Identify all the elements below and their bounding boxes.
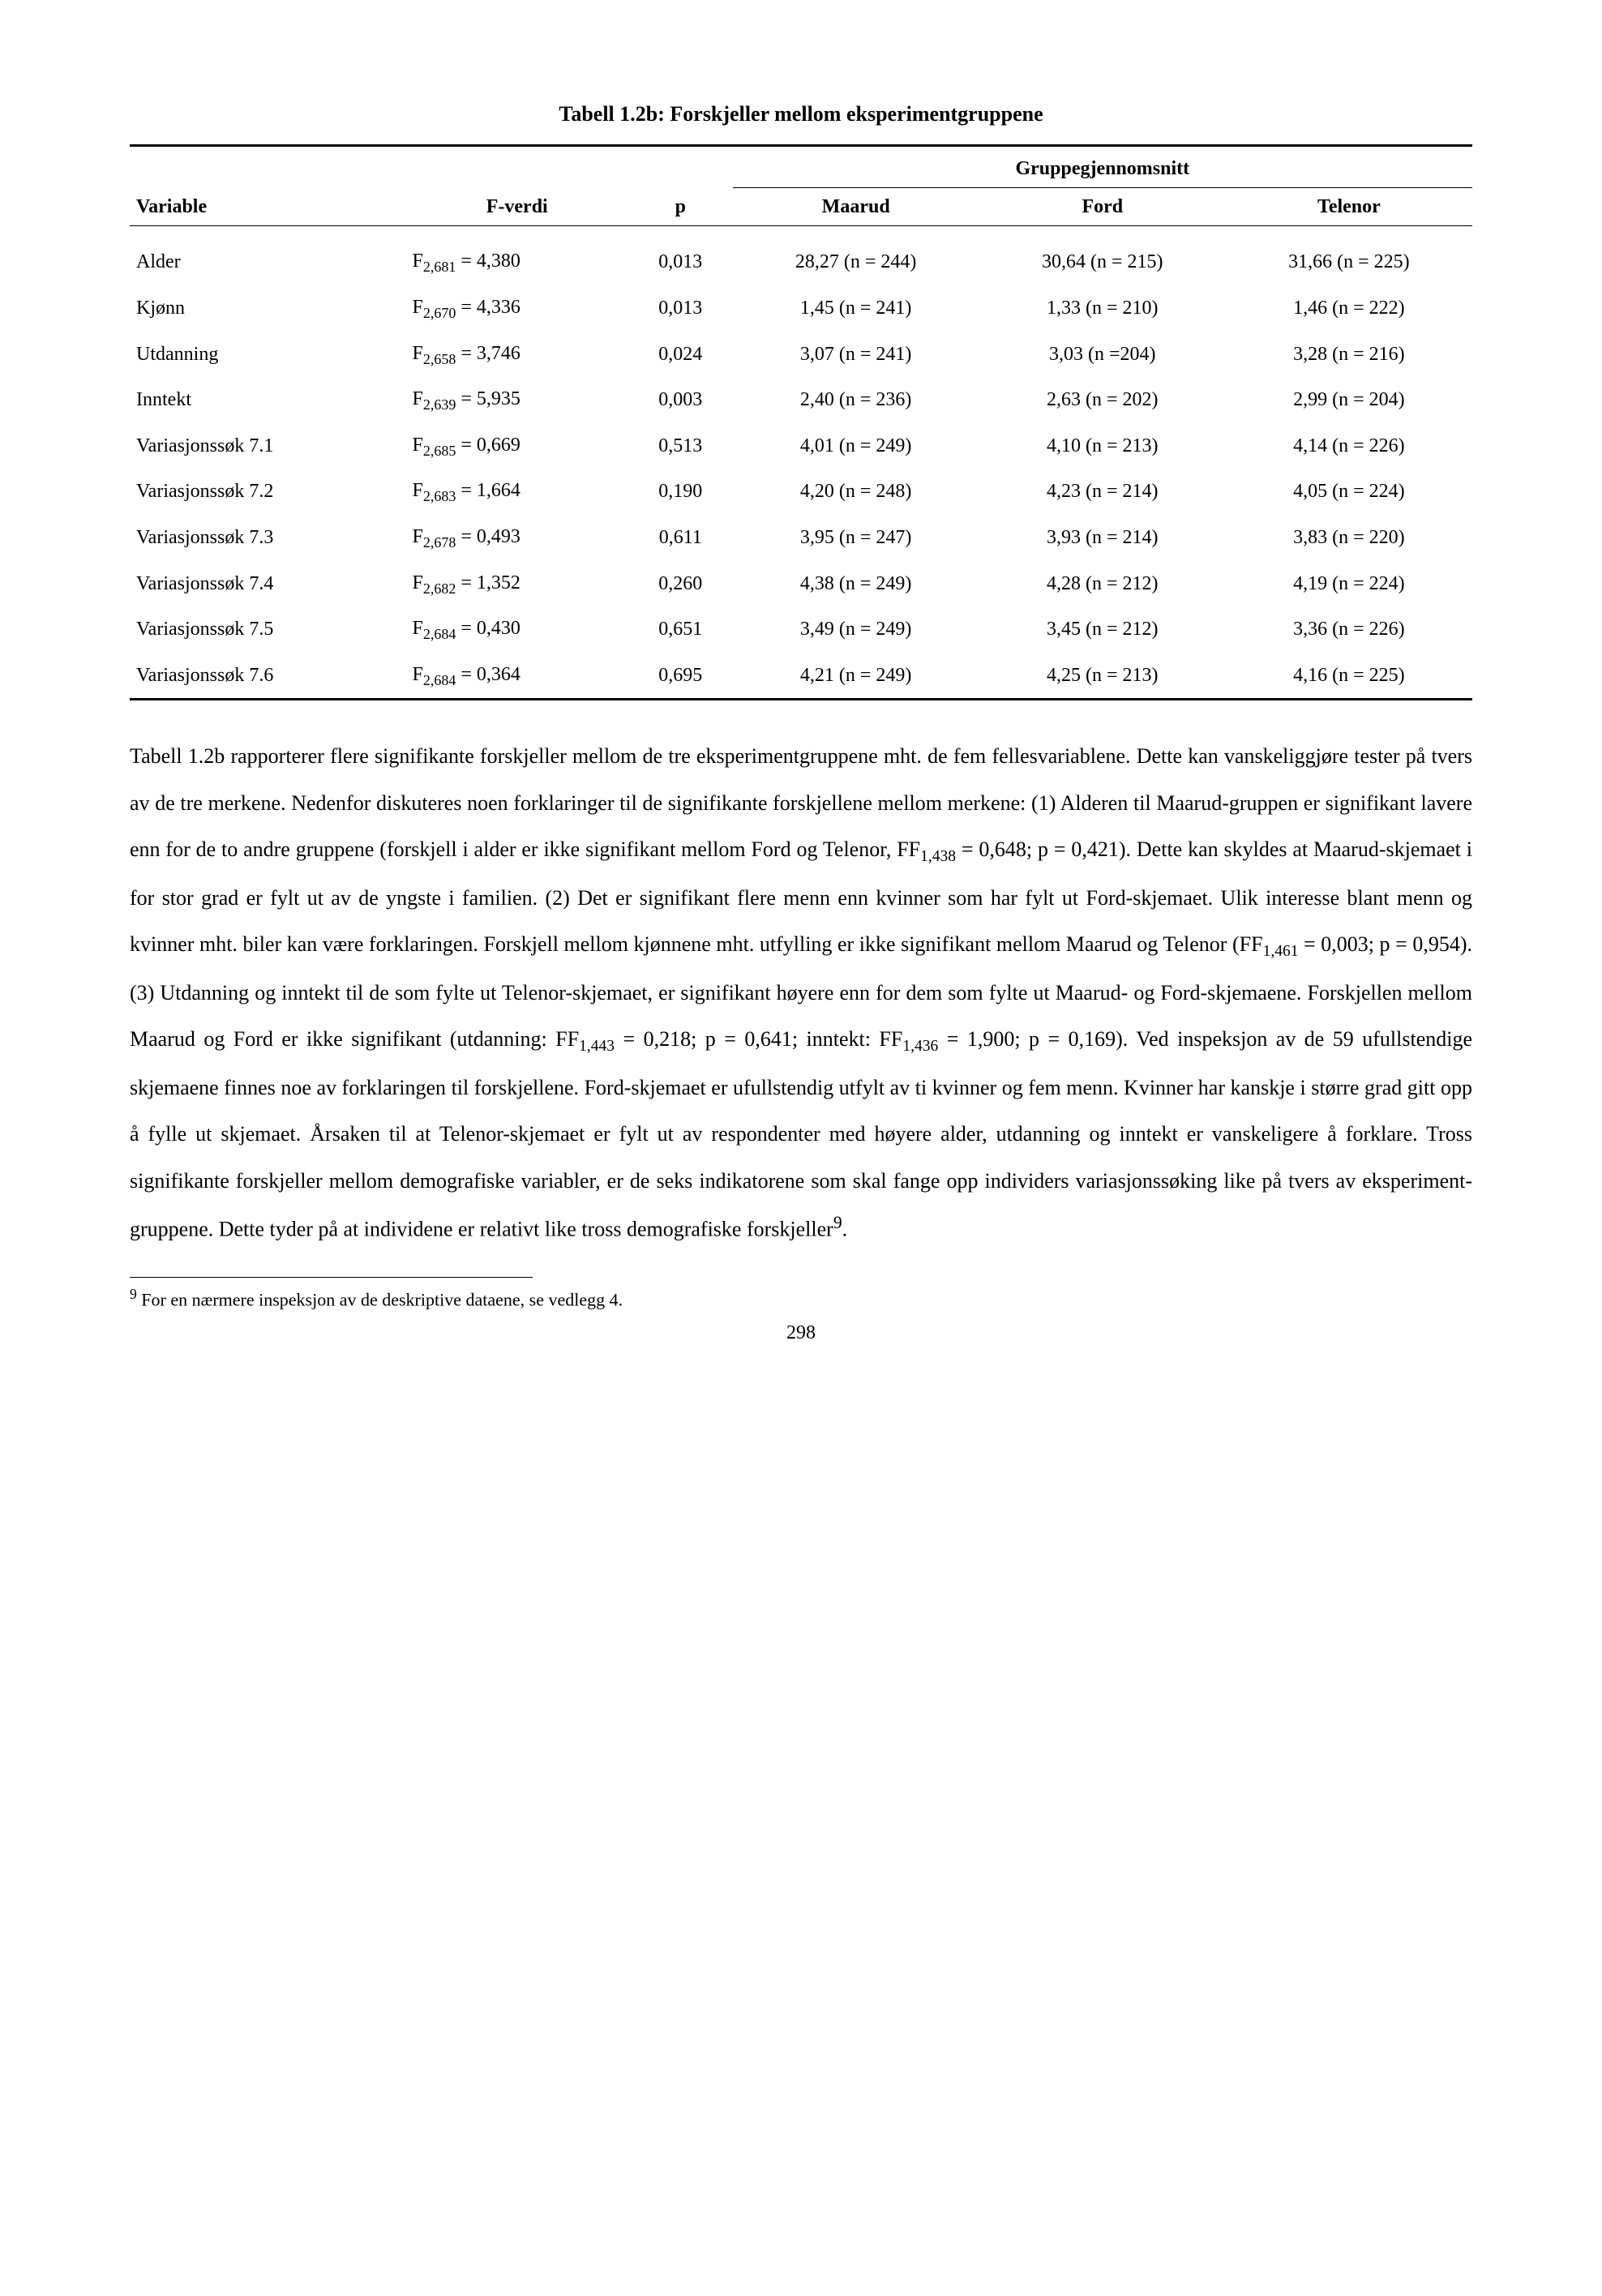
table-row: Variasjonssøk 7.2F2,683 = 1,6640,1904,20… xyxy=(130,469,1472,515)
footnote: 9 For en nærmere inspeksjon av de deskri… xyxy=(130,1284,1472,1313)
table-row: UtdanningF2,658 = 3,7460,0243,07 (n = 24… xyxy=(130,332,1472,378)
cell-p: 0,190 xyxy=(628,469,733,515)
cell-variable: Variasjonssøk 7.1 xyxy=(130,423,406,469)
cell-telenor: 4,19 (n = 224) xyxy=(1226,561,1472,607)
table-row: Variasjonssøk 7.5F2,684 = 0,4300,6513,49… xyxy=(130,606,1472,653)
col-telenor: Telenor xyxy=(1226,187,1472,225)
cell-telenor: 3,83 (n = 220) xyxy=(1226,515,1472,561)
cell-variable: Variasjonssøk 7.3 xyxy=(130,515,406,561)
cell-p: 0,024 xyxy=(628,332,733,378)
cell-telenor: 31,66 (n = 225) xyxy=(1226,239,1472,285)
cell-p: 0,513 xyxy=(628,423,733,469)
col-maarud: Maarud xyxy=(733,187,979,225)
body-paragraph: Tabell 1.2b rapporterer flere signifikan… xyxy=(130,733,1472,1252)
table-row: Variasjonssøk 7.3F2,678 = 0,4930,6113,95… xyxy=(130,515,1472,561)
cell-variable: Inntekt xyxy=(130,377,406,423)
cell-maarud: 4,01 (n = 249) xyxy=(733,423,979,469)
cell-ford: 1,33 (n = 210) xyxy=(979,285,1226,332)
cell-maarud: 4,20 (n = 248) xyxy=(733,469,979,515)
table-row: Variasjonssøk 7.4F2,682 = 1,3520,2604,38… xyxy=(130,561,1472,607)
cell-maarud: 3,49 (n = 249) xyxy=(733,606,979,653)
cell-maarud: 2,40 (n = 236) xyxy=(733,377,979,423)
cell-p: 0,695 xyxy=(628,653,733,700)
group-header: Gruppegjennomsnitt xyxy=(733,145,1472,187)
cell-maarud: 3,95 (n = 247) xyxy=(733,515,979,561)
cell-ford: 4,10 (n = 213) xyxy=(979,423,1226,469)
cell-fvalue: F2,685 = 0,669 xyxy=(406,423,629,469)
cell-variable: Utdanning xyxy=(130,332,406,378)
cell-variable: Alder xyxy=(130,239,406,285)
cell-variable: Variasjonssøk 7.5 xyxy=(130,606,406,653)
cell-fvalue: F2,639 = 5,935 xyxy=(406,377,629,423)
cell-telenor: 4,05 (n = 224) xyxy=(1226,469,1472,515)
cell-maarud: 1,45 (n = 241) xyxy=(733,285,979,332)
cell-ford: 4,25 (n = 213) xyxy=(979,653,1226,700)
cell-maarud: 3,07 (n = 241) xyxy=(733,332,979,378)
cell-p: 0,003 xyxy=(628,377,733,423)
col-variable: Variable xyxy=(130,187,406,225)
cell-p: 0,611 xyxy=(628,515,733,561)
cell-fvalue: F2,682 = 1,352 xyxy=(406,561,629,607)
col-fvalue: F-verdi xyxy=(406,187,629,225)
cell-maarud: 4,38 (n = 249) xyxy=(733,561,979,607)
footnote-marker: 9 xyxy=(130,1286,137,1302)
cell-fvalue: F2,683 = 1,664 xyxy=(406,469,629,515)
cell-ford: 4,23 (n = 214) xyxy=(979,469,1226,515)
cell-p: 0,013 xyxy=(628,239,733,285)
footnote-ref: 9 xyxy=(833,1213,842,1232)
cell-telenor: 1,46 (n = 222) xyxy=(1226,285,1472,332)
table-row: AlderF2,681 = 4,3800,01328,27 (n = 244)3… xyxy=(130,239,1472,285)
col-ford: Ford xyxy=(979,187,1226,225)
cell-fvalue: F2,684 = 0,364 xyxy=(406,653,629,700)
cell-variable: Variasjonssøk 7.2 xyxy=(130,469,406,515)
cell-telenor: 2,99 (n = 204) xyxy=(1226,377,1472,423)
cell-telenor: 3,28 (n = 216) xyxy=(1226,332,1472,378)
cell-variable: Kjønn xyxy=(130,285,406,332)
table-row: InntektF2,639 = 5,9350,0032,40 (n = 236)… xyxy=(130,377,1472,423)
footnote-text: For en nærmere inspeksjon av de deskript… xyxy=(137,1289,623,1309)
cell-ford: 30,64 (n = 215) xyxy=(979,239,1226,285)
cell-fvalue: F2,678 = 0,493 xyxy=(406,515,629,561)
cell-telenor: 4,14 (n = 226) xyxy=(1226,423,1472,469)
table-caption: Tabell 1.2b: Forskjeller mellom eksperim… xyxy=(130,97,1472,131)
cell-p: 0,260 xyxy=(628,561,733,607)
cell-ford: 3,93 (n = 214) xyxy=(979,515,1226,561)
table-row: Variasjonssøk 7.1F2,685 = 0,6690,5134,01… xyxy=(130,423,1472,469)
cell-fvalue: F2,681 = 4,380 xyxy=(406,239,629,285)
cell-p: 0,013 xyxy=(628,285,733,332)
data-table: Gruppegjennomsnitt Variable F-verdi p Ma… xyxy=(130,144,1472,701)
page-number: 298 xyxy=(130,1317,1472,1348)
col-p: p xyxy=(628,187,733,225)
cell-ford: 3,03 (n =204) xyxy=(979,332,1226,378)
cell-fvalue: F2,658 = 3,746 xyxy=(406,332,629,378)
cell-ford: 2,63 (n = 202) xyxy=(979,377,1226,423)
cell-telenor: 3,36 (n = 226) xyxy=(1226,606,1472,653)
cell-fvalue: F2,670 = 4,336 xyxy=(406,285,629,332)
cell-variable: Variasjonssøk 7.6 xyxy=(130,653,406,700)
cell-ford: 4,28 (n = 212) xyxy=(979,561,1226,607)
table-row: KjønnF2,670 = 4,3360,0131,45 (n = 241)1,… xyxy=(130,285,1472,332)
cell-fvalue: F2,684 = 0,430 xyxy=(406,606,629,653)
table-row: Variasjonssøk 7.6F2,684 = 0,3640,6954,21… xyxy=(130,653,1472,700)
cell-maarud: 28,27 (n = 244) xyxy=(733,239,979,285)
cell-maarud: 4,21 (n = 249) xyxy=(733,653,979,700)
cell-variable: Variasjonssøk 7.4 xyxy=(130,561,406,607)
cell-p: 0,651 xyxy=(628,606,733,653)
cell-ford: 3,45 (n = 212) xyxy=(979,606,1226,653)
footnote-rule xyxy=(130,1277,533,1278)
cell-telenor: 4,16 (n = 225) xyxy=(1226,653,1472,700)
